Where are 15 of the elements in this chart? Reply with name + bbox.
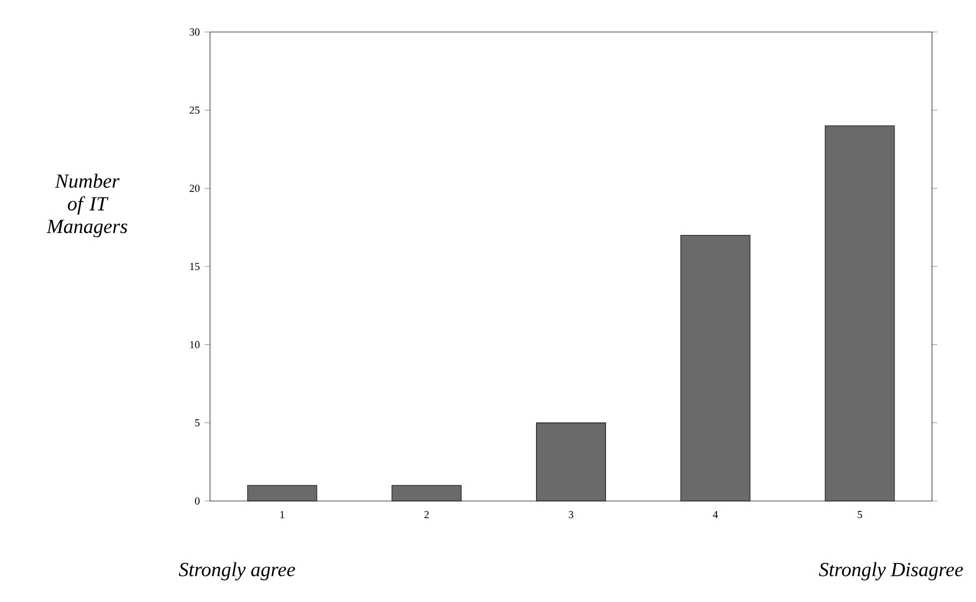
x-tick-label: 3 (568, 511, 574, 518)
y-tick-label: 25 (190, 106, 200, 114)
y-tick-label: 10 (190, 341, 200, 348)
y-tick-label: 5 (195, 419, 200, 426)
text: Strongly agree (178, 562, 295, 580)
y-tick-label: 30 (190, 28, 200, 36)
y-tick-label: 0 (195, 497, 200, 505)
x-tick-label: 2 (424, 511, 429, 518)
x-tick-label: 4 (712, 511, 718, 518)
y-tick-label: 15 (190, 262, 200, 270)
x-tick-label: 5 (858, 511, 862, 518)
x-tick-label: 1 (280, 511, 284, 518)
text: Strongly Disagree (819, 562, 963, 580)
y-tick-label: 20 (190, 184, 200, 192)
y-axis-title: Number of IT Managers (46, 174, 128, 238)
